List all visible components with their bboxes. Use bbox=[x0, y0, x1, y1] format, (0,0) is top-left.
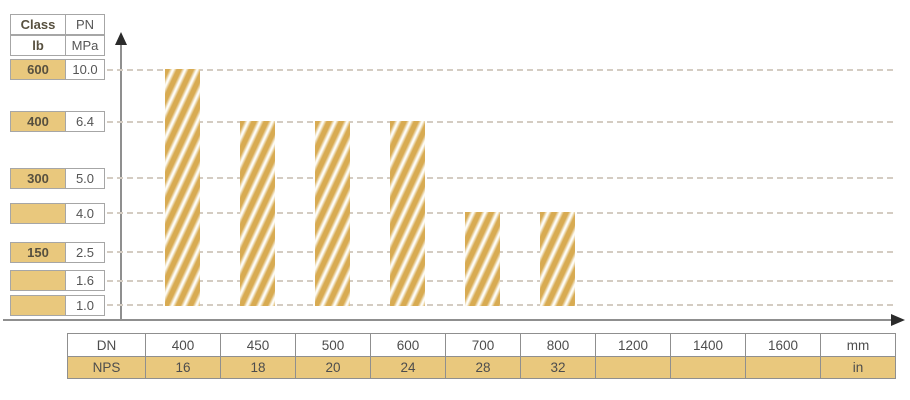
legend-row-pn-5.0: 300 5.0 bbox=[10, 167, 105, 189]
legend-row-pn-1.6: 1.6 bbox=[10, 270, 105, 291]
legend-pn-value: 1.0 bbox=[66, 295, 104, 315]
dn-cell: DN bbox=[67, 333, 146, 357]
legend-row-pn-10.0: 600 10.0 bbox=[10, 59, 105, 80]
gridline-pn-2.5 bbox=[107, 251, 893, 253]
y-axis-arrow-icon bbox=[115, 32, 127, 45]
legend-class-value bbox=[11, 295, 66, 315]
nps-cell: 20 bbox=[295, 356, 371, 379]
legend-pn-value: 2.5 bbox=[66, 242, 104, 262]
gridline-pn-1.0 bbox=[107, 304, 893, 306]
nps-cell bbox=[745, 356, 821, 379]
x-axis bbox=[3, 319, 893, 321]
gridline-pn-10.0 bbox=[107, 68, 893, 71]
dn-cell: mm bbox=[820, 333, 896, 357]
legend-header-row-1: Class PN bbox=[10, 14, 105, 35]
bar-dn-700 bbox=[465, 212, 500, 306]
dn-cell: 600 bbox=[370, 333, 446, 357]
nps-cell: 28 bbox=[445, 356, 521, 379]
dn-row: DN 400 450 500 600 700 800 1200 1400 1600 mm bbox=[67, 333, 896, 357]
legend-class-value bbox=[11, 271, 66, 290]
gridline-pn-5.0 bbox=[107, 177, 893, 179]
legend-pn-label: PN bbox=[66, 15, 104, 34]
nps-cell: 32 bbox=[520, 356, 596, 379]
legend-header-row-2: lb MPa bbox=[10, 35, 105, 56]
legend-class-value: 150 bbox=[11, 242, 66, 262]
dn-cell: 1200 bbox=[595, 333, 671, 357]
legend-row-pn-1.0: 1.0 bbox=[10, 294, 105, 316]
dn-cell: 400 bbox=[145, 333, 221, 357]
gridline-pn-4.0 bbox=[107, 212, 893, 214]
legend-class-value: 400 bbox=[11, 112, 66, 131]
legend-pn-value: 10.0 bbox=[66, 60, 104, 79]
nps-cell: 24 bbox=[370, 356, 446, 379]
dn-cell: 700 bbox=[445, 333, 521, 357]
legend-class-unit: lb bbox=[11, 36, 66, 55]
nps-cell: 16 bbox=[145, 356, 221, 379]
dn-cell: 500 bbox=[295, 333, 371, 357]
legend-row-pn-2.5: 150 2.5 bbox=[10, 241, 105, 263]
legend-row-pn-6.4: 400 6.4 bbox=[10, 111, 105, 132]
dn-cell: 1400 bbox=[670, 333, 746, 357]
dn-cell: 800 bbox=[520, 333, 596, 357]
nps-cell bbox=[595, 356, 671, 379]
legend-pn-value: 6.4 bbox=[66, 112, 104, 131]
bar-dn-450 bbox=[240, 120, 275, 306]
gridline-pn-1.6 bbox=[107, 279, 893, 282]
legend-class-value bbox=[11, 203, 66, 223]
bar-dn-800 bbox=[540, 212, 575, 306]
legend-class-value: 600 bbox=[11, 60, 66, 79]
dn-cell: 450 bbox=[220, 333, 296, 357]
nps-cell: NPS bbox=[67, 356, 146, 379]
nps-cell: in bbox=[820, 356, 896, 379]
legend-pn-unit: MPa bbox=[66, 36, 104, 55]
y-axis bbox=[120, 44, 122, 321]
legend-pn-value: 4.0 bbox=[66, 203, 104, 223]
x-axis-arrow-icon bbox=[891, 314, 905, 326]
nps-cell bbox=[670, 356, 746, 379]
nps-cell: 18 bbox=[220, 356, 296, 379]
legend-row-pn-4.0: 4.0 bbox=[10, 202, 105, 224]
legend-pn-value: 1.6 bbox=[66, 271, 104, 290]
dn-cell: 1600 bbox=[745, 333, 821, 357]
legend-class-label: Class bbox=[11, 15, 66, 34]
gridline-pn-6.4 bbox=[107, 120, 893, 123]
legend-pn-value: 5.0 bbox=[66, 168, 104, 188]
bar-dn-500 bbox=[315, 120, 350, 306]
bar-dn-400 bbox=[165, 68, 200, 306]
nps-row: NPS 16 18 20 24 28 32 in bbox=[67, 356, 896, 379]
dn-nps-table: DN 400 450 500 600 700 800 1200 1400 1600 mm NPS 16 1… bbox=[67, 333, 896, 379]
bar-dn-600 bbox=[390, 120, 425, 306]
legend-class-value: 300 bbox=[11, 168, 66, 188]
